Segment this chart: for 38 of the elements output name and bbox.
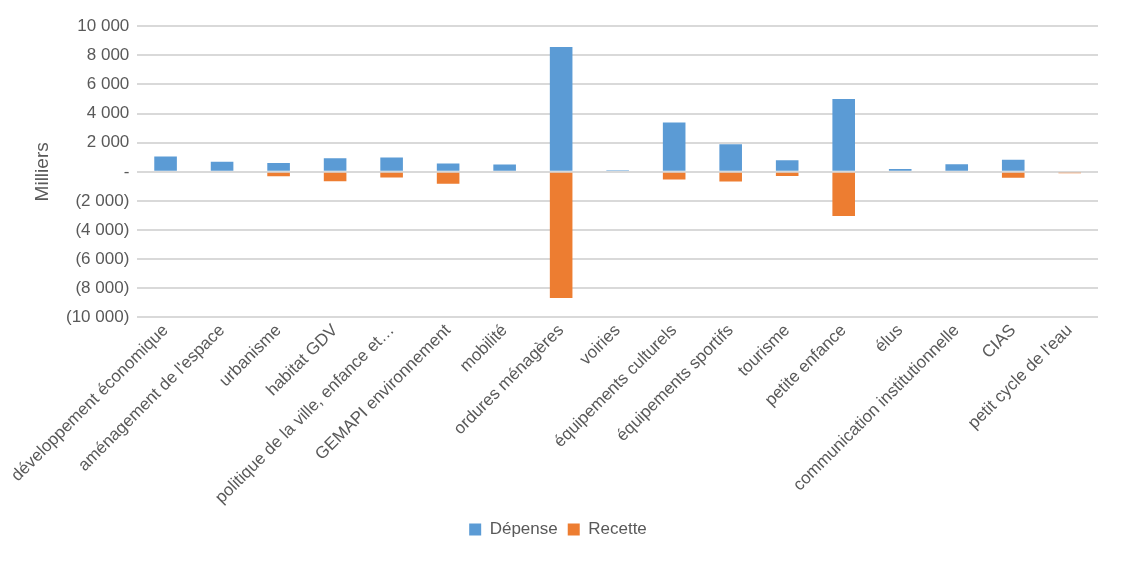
bar: [662, 172, 686, 180]
y-tick-label: -: [123, 161, 130, 181]
y-tick-label: (2 000): [75, 190, 130, 210]
bar: [267, 163, 290, 171]
bar: [662, 122, 686, 171]
bar: [775, 172, 799, 176]
y-axis-title: Milliers: [30, 142, 52, 202]
bar: [380, 172, 403, 178]
bar: [719, 172, 742, 182]
y-tick-label: 8 000: [86, 45, 130, 65]
bar: [436, 172, 460, 184]
bar: [1001, 159, 1025, 171]
bar: [323, 172, 347, 182]
y-tick-label: (10 000): [65, 307, 130, 327]
bar: [154, 156, 177, 171]
bar: [832, 172, 855, 216]
y-tick-label: 6 000: [86, 74, 130, 94]
bar: [323, 158, 347, 171]
bar: [493, 164, 516, 171]
bar: [775, 160, 799, 171]
bar: [549, 47, 573, 171]
bar: [549, 172, 573, 298]
y-tick-label: (6 000): [75, 248, 130, 268]
bar: [267, 172, 290, 177]
bar: [436, 163, 460, 171]
y-tick-label: (4 000): [75, 219, 130, 239]
bar: [945, 164, 969, 171]
legend-label: Dépense: [489, 519, 558, 539]
y-tick-label: 10 000: [77, 15, 130, 35]
y-tick-label: 2 000: [86, 132, 130, 152]
bar: [1001, 172, 1025, 178]
bar: [210, 161, 234, 171]
bar: [832, 98, 855, 171]
y-tick-label: 4 000: [86, 103, 130, 123]
legend-label: Recette: [588, 519, 647, 539]
bar: [380, 157, 403, 171]
y-tick-label: (8 000): [75, 278, 130, 298]
bar: [719, 144, 742, 171]
